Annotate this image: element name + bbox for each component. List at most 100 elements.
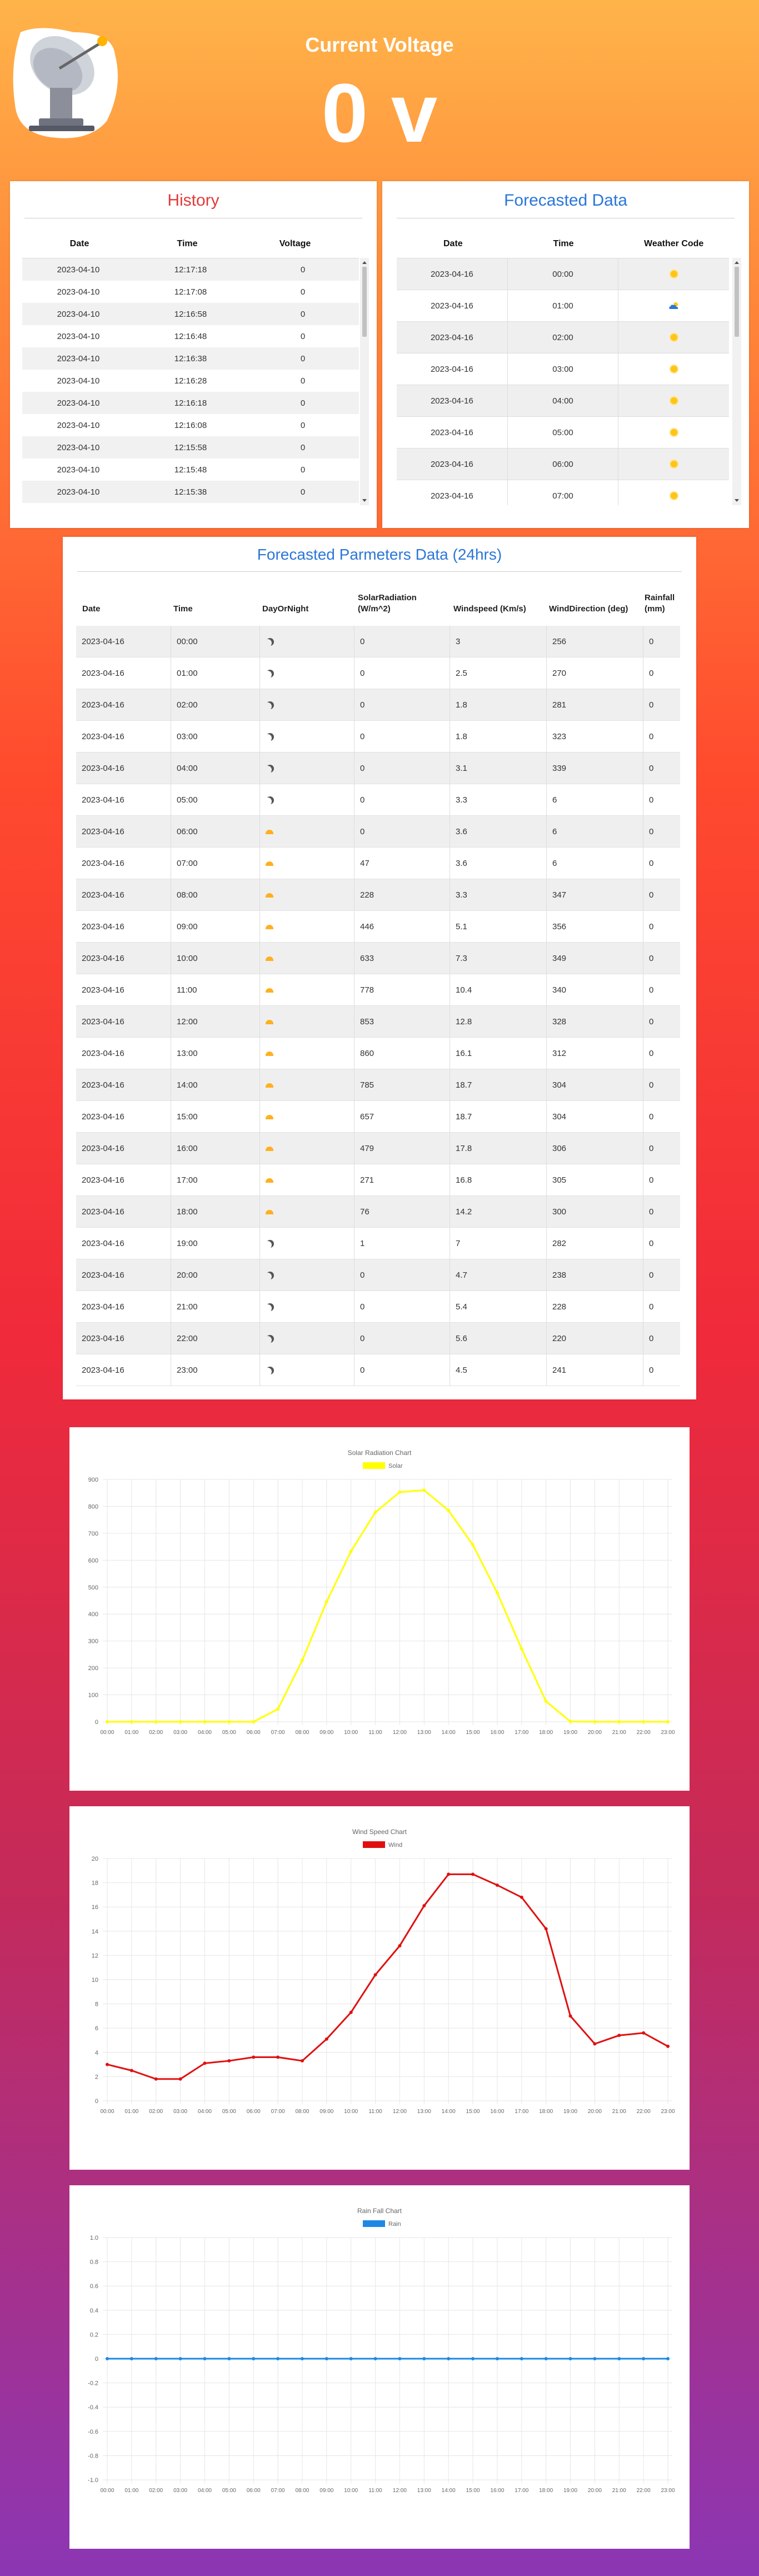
legend-label[interactable]: Rain xyxy=(388,2221,401,2228)
data-point[interactable] xyxy=(300,1658,304,1662)
data-point[interactable] xyxy=(495,1883,499,1887)
legend-label[interactable]: Solar xyxy=(388,1463,403,1469)
data-point[interactable] xyxy=(129,2357,133,2360)
moon-icon xyxy=(264,766,272,774)
data-point[interactable] xyxy=(154,2357,158,2360)
data-point[interactable] xyxy=(495,1591,499,1595)
data-point[interactable] xyxy=(106,1720,109,1723)
data-point[interactable] xyxy=(520,1647,523,1651)
scroll-up-arrow-icon[interactable] xyxy=(735,261,739,264)
data-point[interactable] xyxy=(422,2357,426,2360)
data-point[interactable] xyxy=(544,2357,548,2360)
rainfall-cell: 0 xyxy=(643,753,680,784)
data-point[interactable] xyxy=(617,2357,621,2360)
data-point[interactable] xyxy=(349,2357,353,2360)
data-point[interactable] xyxy=(568,1720,572,1723)
data-point[interactable] xyxy=(593,2042,597,2046)
data-point[interactable] xyxy=(178,1720,182,1723)
data-point[interactable] xyxy=(300,2357,304,2360)
x-tick-label: 23:00 xyxy=(661,2488,675,2494)
data-point[interactable] xyxy=(471,1872,475,1876)
date-cell: 2023-04-16 xyxy=(82,954,124,963)
sun-icon xyxy=(670,397,677,404)
data-point[interactable] xyxy=(276,2055,280,2059)
data-point[interactable] xyxy=(324,1600,328,1603)
data-point[interactable] xyxy=(349,1549,353,1553)
x-tick-label: 06:00 xyxy=(247,2488,261,2494)
data-point[interactable] xyxy=(666,2357,670,2360)
data-point[interactable] xyxy=(300,2059,304,2063)
data-point[interactable] xyxy=(227,2059,231,2063)
data-point[interactable] xyxy=(520,2357,523,2360)
legend-label[interactable]: Wind xyxy=(388,1842,402,1848)
table-row: 2023-04-16 09:00 446 5.1 356 0 xyxy=(76,911,680,943)
data-point[interactable] xyxy=(666,1720,670,1723)
scroll-down-arrow-icon[interactable] xyxy=(362,499,367,502)
history-scrollbar[interactable] xyxy=(360,258,369,505)
y-tick-label: 8 xyxy=(95,2001,98,2008)
data-point[interactable] xyxy=(129,2069,133,2072)
data-point[interactable] xyxy=(422,1904,426,1908)
data-point[interactable] xyxy=(593,1720,597,1723)
data-point[interactable] xyxy=(106,2357,109,2360)
data-point[interactable] xyxy=(252,2055,256,2059)
data-point[interactable] xyxy=(422,1488,426,1492)
data-point[interactable] xyxy=(349,2010,353,2014)
scrollbar-thumb[interactable] xyxy=(735,267,739,337)
data-point[interactable] xyxy=(447,1508,451,1512)
data-point[interactable] xyxy=(178,2357,182,2360)
data-point[interactable] xyxy=(154,2077,158,2081)
legend-swatch[interactable] xyxy=(363,2220,385,2227)
legend-swatch[interactable] xyxy=(363,1841,385,1848)
data-point[interactable] xyxy=(447,2357,451,2360)
data-point[interactable] xyxy=(203,2357,207,2360)
history-table-body[interactable]: 2023-04-10 12:17:18 0 2023-04-10 12:17:08 0 20… xyxy=(22,258,359,505)
data-point[interactable] xyxy=(447,1872,451,1876)
data-point[interactable] xyxy=(544,1700,548,1703)
data-point[interactable] xyxy=(398,1944,402,1947)
x-tick-label: 17:00 xyxy=(515,2488,528,2494)
data-point[interactable] xyxy=(642,2357,646,2360)
scrollbar-thumb[interactable] xyxy=(362,267,367,337)
data-point[interactable] xyxy=(154,1720,158,1723)
data-point[interactable] xyxy=(398,2357,402,2360)
data-point[interactable] xyxy=(471,2357,475,2360)
data-point[interactable] xyxy=(568,2357,572,2360)
data-point[interactable] xyxy=(203,1720,207,1723)
x-tick-label: 02:00 xyxy=(149,2488,163,2494)
data-point[interactable] xyxy=(227,2357,231,2360)
data-point[interactable] xyxy=(373,1511,377,1514)
data-point[interactable] xyxy=(398,1490,402,1494)
scroll-up-arrow-icon[interactable] xyxy=(362,261,367,264)
data-point[interactable] xyxy=(373,2357,377,2360)
data-point[interactable] xyxy=(324,2037,328,2041)
data-point[interactable] xyxy=(252,1720,256,1723)
data-point[interactable] xyxy=(276,2357,280,2360)
data-point[interactable] xyxy=(617,1720,621,1723)
data-point[interactable] xyxy=(495,2357,499,2360)
data-point[interactable] xyxy=(593,2357,597,2360)
data-point[interactable] xyxy=(106,2062,109,2066)
data-point[interactable] xyxy=(324,2357,328,2360)
legend-swatch[interactable] xyxy=(363,1462,385,1469)
data-point[interactable] xyxy=(642,1720,646,1723)
data-point[interactable] xyxy=(252,2357,256,2360)
data-point[interactable] xyxy=(203,2061,207,2065)
data-point[interactable] xyxy=(568,2014,572,2018)
data-point[interactable] xyxy=(520,1895,523,1899)
data-point[interactable] xyxy=(129,1720,133,1723)
scroll-down-arrow-icon[interactable] xyxy=(735,499,739,502)
data-point[interactable] xyxy=(544,1927,548,1931)
data-point[interactable] xyxy=(642,2031,646,2035)
data-point[interactable] xyxy=(373,1973,377,1977)
data-point[interactable] xyxy=(617,2034,621,2037)
table-row: 2023-04-16 16:00 479 17.8 306 0 xyxy=(76,1133,680,1164)
data-point[interactable] xyxy=(666,2044,670,2048)
data-point[interactable] xyxy=(227,1720,231,1723)
forecast-table-body[interactable]: 2023-04-16 00:00 2023-04-16 01:00 2023-04-16… xyxy=(397,258,729,505)
data-point[interactable] xyxy=(471,1543,475,1547)
data-point[interactable] xyxy=(178,2077,182,2081)
day-or-night-cell xyxy=(259,1354,354,1386)
data-point[interactable] xyxy=(276,1707,280,1711)
forecast-scrollbar[interactable] xyxy=(732,258,741,505)
